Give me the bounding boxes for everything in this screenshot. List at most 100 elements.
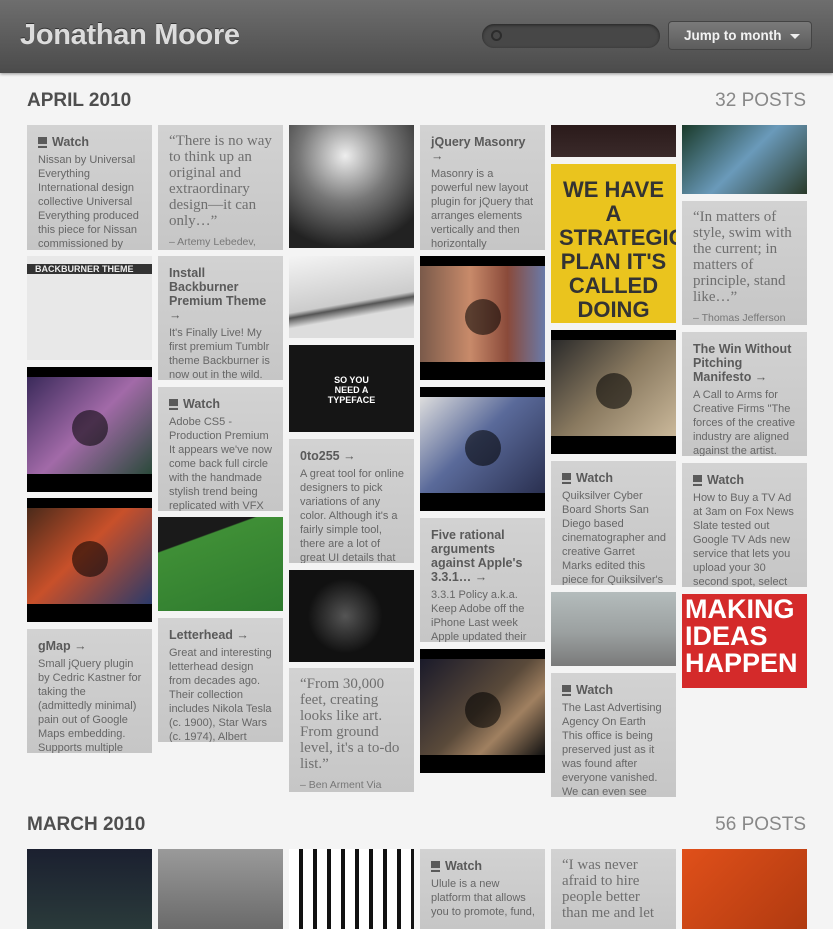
- video-post[interactable]: [27, 498, 152, 622]
- post-title: The Win Without Pitching Manifesto →: [693, 342, 797, 384]
- jump-to-month-button[interactable]: Jump to month: [668, 21, 812, 50]
- post-body: Great and interesting letterhead design …: [169, 647, 272, 742]
- title-text: Watch: [445, 859, 483, 873]
- section-month: APRIL 2010: [27, 90, 132, 111]
- video-icon: [169, 399, 178, 408]
- post-title: Install Backburner Premium Theme →: [169, 266, 273, 322]
- play-button[interactable]: [465, 692, 501, 728]
- section-count: 56 POSTS: [715, 814, 806, 835]
- header: Jonathan Moore Jump to month: [0, 0, 833, 73]
- quote-post[interactable]: “In matters of style, swim with the curr…: [682, 201, 807, 325]
- post-title: Watch: [693, 473, 797, 487]
- image-post[interactable]: [289, 570, 414, 662]
- image-post[interactable]: BACKBURNER THEME: [27, 256, 152, 360]
- post-body: A Call to Arms for Creative Firms "The f…: [693, 389, 796, 456]
- quote-text: “From 30,000 feet, creating looks like a…: [300, 676, 400, 772]
- text-post[interactable]: Install Backburner Premium Theme → It's F…: [158, 256, 283, 380]
- text-post[interactable]: Letterhead → Great and interesting letter…: [158, 618, 283, 742]
- text-post[interactable]: Watch The Last Advertising Agency On Eart…: [551, 673, 676, 797]
- text-post[interactable]: 0to255 → A great tool for online designer…: [289, 439, 414, 563]
- video-icon: [693, 475, 702, 484]
- video-icon: [38, 137, 47, 146]
- post-title: 0to255 →: [300, 449, 404, 463]
- post-title: Watch: [431, 859, 535, 873]
- image-post[interactable]: [27, 849, 152, 929]
- post-body: It's Finally Live! My first premium Tumb…: [169, 327, 270, 380]
- text-post[interactable]: jQuery Masonry → Masonry is a powerful ne…: [420, 125, 545, 250]
- title-text: Letterhead →: [169, 628, 249, 642]
- video-post[interactable]: [27, 367, 152, 492]
- text-post[interactable]: Watch Quiksilver Cyber Board Shorts San D…: [551, 461, 676, 585]
- post-body: The Last Advertising Agency On Earth Thi…: [562, 702, 662, 797]
- text-post[interactable]: Watch Nissan by Universal Everything Inte…: [27, 125, 152, 250]
- post-title: Watch: [562, 683, 666, 697]
- image-caption: MAKING IDEAS HAPPEN: [685, 594, 798, 678]
- post-body: Nissan by Universal Everything Internati…: [38, 154, 139, 250]
- caret: [790, 34, 800, 39]
- image-post[interactable]: [682, 849, 807, 929]
- image-post[interactable]: SO YOU NEED A TYPEFACE: [289, 345, 414, 432]
- button-label: Jump to month: [684, 28, 782, 43]
- post-body: A great tool for online designers to pic…: [300, 468, 404, 563]
- quote-post[interactable]: “There is no way to think up an original…: [158, 125, 283, 250]
- text-post[interactable]: Watch Adobe CS5 - Production Premium It a…: [158, 387, 283, 511]
- play-button[interactable]: [596, 373, 632, 409]
- image-post[interactable]: WE HAVE A STRATEGIC PLAN IT'S CALLED DOI…: [551, 164, 676, 323]
- image-post[interactable]: MAKING IDEAS HAPPEN: [682, 594, 807, 688]
- quote-text: “There is no way to think up an original…: [169, 133, 272, 229]
- play-button[interactable]: [465, 430, 501, 466]
- image-post[interactable]: [158, 849, 283, 929]
- image-caption: WE HAVE A STRATEGIC PLAN IT'S CALLED DOI…: [559, 177, 676, 324]
- image-post[interactable]: [551, 125, 676, 157]
- image-post[interactable]: [158, 517, 283, 611]
- play-button[interactable]: [465, 299, 501, 335]
- play-button[interactable]: [72, 541, 108, 577]
- title-text: Watch: [576, 471, 614, 485]
- video-icon: [431, 861, 440, 870]
- post-title: gMap →: [38, 639, 142, 653]
- search-icon: [491, 30, 502, 41]
- text-post[interactable]: Watch How to Buy a TV Ad at 3am on Fox Ne…: [682, 463, 807, 587]
- post-title: jQuery Masonry →: [431, 135, 535, 163]
- image-post[interactable]: [551, 592, 676, 666]
- post-title: Watch: [169, 397, 273, 411]
- search-box[interactable]: [482, 24, 660, 48]
- image-post[interactable]: [289, 849, 414, 929]
- blog-title[interactable]: Jonathan Moore: [20, 19, 240, 51]
- title-text: Watch: [183, 397, 221, 411]
- image-caption: BACKBURNER THEME: [27, 264, 152, 274]
- video-post[interactable]: [420, 256, 545, 380]
- video-post[interactable]: [420, 387, 545, 511]
- post-body: Masonry is a powerful new layout plugin …: [431, 168, 534, 250]
- title-text: Five rational arguments against Apple's …: [431, 528, 523, 584]
- post-title: Five rational arguments against Apple's …: [431, 528, 535, 584]
- quote-source: – Artemy Lebedev,: [169, 236, 256, 248]
- post-body: Small jQuery plugin by Cedric Kastner fo…: [38, 658, 142, 753]
- post-body: 3.3.1 Policy a.k.a. Keep Adobe off the i…: [431, 589, 527, 642]
- quote-text: “In matters of style, swim with the curr…: [693, 209, 792, 305]
- quote-post[interactable]: “From 30,000 feet, creating looks like a…: [289, 668, 414, 792]
- text-post[interactable]: The Win Without Pitching Manifesto → A Ca…: [682, 332, 807, 456]
- text-post[interactable]: Watch Ulule is a new platform that allows…: [420, 849, 545, 929]
- image-post[interactable]: [289, 256, 414, 338]
- title-text: Install Backburner Premium Theme →: [169, 266, 267, 322]
- section-month: MARCH 2010: [27, 814, 146, 835]
- quote-source: – Ben Arment Via: [300, 779, 382, 791]
- text-post[interactable]: gMap → Small jQuery plugin by Cedric Kast…: [27, 629, 152, 753]
- image-post[interactable]: [682, 125, 807, 194]
- text-post[interactable]: Five rational arguments against Apple's …: [420, 518, 545, 642]
- quote-text: “I was never afraid to hire people bette…: [562, 857, 655, 921]
- section-count: 32 POSTS: [715, 90, 806, 111]
- play-button[interactable]: [72, 410, 108, 446]
- video-icon: [562, 473, 571, 482]
- title-text: Watch: [52, 135, 90, 149]
- quote-post[interactable]: “I was never afraid to hire people bette…: [551, 849, 676, 929]
- image-post[interactable]: [289, 125, 414, 248]
- video-post[interactable]: [551, 330, 676, 454]
- title-text: jQuery Masonry →: [431, 135, 526, 163]
- post-body: How to Buy a TV Ad at 3am on Fox News Sl…: [693, 492, 794, 587]
- post-title: Watch: [38, 135, 142, 149]
- title-text: 0to255 →: [300, 449, 356, 463]
- video-post[interactable]: [420, 649, 545, 773]
